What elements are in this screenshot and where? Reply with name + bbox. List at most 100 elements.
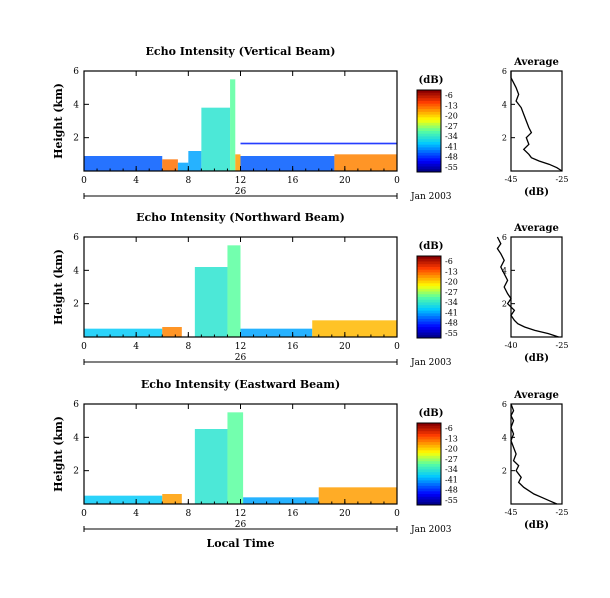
x-tick-label: 12 [235,342,246,352]
heatmap-cell [188,151,202,171]
panel-title: Echo Intensity (Vertical Beam) [145,45,335,58]
colorbar-segment [417,283,441,287]
x-tick-label: 16 [287,509,299,519]
colorbar-segment [417,158,441,162]
colorbar-segment [417,264,441,268]
colorbar-segment [417,327,441,331]
colorbar-label: (dB) [419,241,444,252]
colorbar-segment [417,141,441,146]
heatmap-cell [227,245,241,337]
colorbar-tick-label: -13 [445,434,458,443]
colorbar-segment [417,321,441,325]
colorbar-tick-label: -27 [445,122,458,131]
colorbar-segment [417,496,441,501]
colorbar-frame [416,422,442,506]
profile-x-tick-label: -45 [505,508,518,517]
colorbar-segment [417,139,441,143]
heatmap-cell [84,156,163,171]
profile-y-tick-label: 2 [502,134,507,143]
heatmap-cell [312,320,397,337]
colorbar-tick-label: -13 [445,101,458,110]
colorbar-segment [417,310,441,314]
date-day-label: 26 [235,353,247,363]
heatmap-cell [240,156,335,171]
colorbar-segment [417,483,441,487]
colorbar-tick-label: -6 [445,91,453,100]
x-tick-label: 4 [133,176,139,186]
colorbar-segment [417,103,441,107]
colorbar-tick-label: -27 [445,455,458,464]
colorbar-segment [417,464,441,468]
colorbar-segment [417,144,441,148]
x-tick-label: 16 [287,342,299,352]
colorbar-label: (dB) [419,408,444,419]
colorbar-segment [417,150,441,154]
colorbar-segment [417,447,441,451]
profile-frame [510,403,563,505]
colorbar-segment [417,297,441,301]
profile-x-tick-label: -40 [505,341,518,350]
colorbar-segment [417,258,441,262]
y-axis-label: Height (km) [52,83,65,159]
colorbar-segment [417,428,441,432]
colorbar-tick-label: -34 [445,465,458,474]
profile-x-tick-label: -25 [556,341,569,350]
colorbar-segment [417,439,441,443]
colorbar-segment [417,313,441,317]
x-tick-label: 0 [394,342,400,352]
colorbar-segment [417,466,441,470]
colorbar-segment [417,480,441,484]
colorbar-segment [417,485,441,490]
colorbar-segment [417,335,441,339]
colorbar-segment [417,316,441,320]
colorbar-segment [417,92,441,96]
profile-title: Average [513,223,559,234]
colorbar-segment [417,442,441,446]
colorbar-segment [417,125,441,129]
profile-x-tick-label: -25 [556,508,569,517]
profile-line [510,71,563,172]
colorbar-segment [417,455,441,460]
colorbar-tick-label: -55 [445,163,458,172]
colorbar-segment [417,155,441,159]
date-day-label: 26 [235,187,247,197]
colorbar-segment [417,109,441,113]
x-tick-label: 12 [235,509,246,519]
x-tick-label: 4 [133,342,139,352]
colorbar-tick-label: -55 [445,329,458,338]
x-tick-label: 8 [185,509,191,519]
heatmap-cell [162,494,182,504]
colorbar-tick-label: -48 [445,319,458,328]
heatmap-cell [243,497,319,504]
colorbar-segment [417,433,441,438]
colorbar-segment [417,280,441,284]
profile-x-tick-label: -45 [505,175,518,184]
x-tick-label: 0 [394,509,400,519]
heatmap-cell [194,429,228,504]
colorbar-tick-label: -20 [445,112,458,121]
colorbar-label: (dB) [419,75,444,86]
colorbar-segment [417,299,441,303]
colorbar-segment [417,474,441,479]
heatmap-cell [84,328,163,337]
colorbar-tick-label: -6 [445,257,453,266]
heatmap-cell [177,162,189,171]
profile-y-tick-label: 4 [502,433,507,442]
date-month-label: Jan 2003 [410,525,452,535]
colorbar-segment [417,291,441,295]
profile-y-tick-label: 4 [502,100,507,109]
profile-line [496,236,559,338]
colorbar-segment [417,305,441,309]
x-tick-label: 20 [339,176,351,186]
colorbar-segment [417,120,441,124]
profile-y-tick-label: 2 [502,467,507,476]
colorbar-tick-label: -48 [445,153,458,162]
y-tick-label: 6 [73,400,79,410]
colorbar-segment [417,128,441,132]
colorbar-segment [417,98,441,102]
x-axis-label: Local Time [207,537,275,550]
profile-y-tick-label: 6 [502,233,507,242]
heatmap-cell [201,107,231,171]
date-month-label: Jan 2003 [410,192,452,202]
